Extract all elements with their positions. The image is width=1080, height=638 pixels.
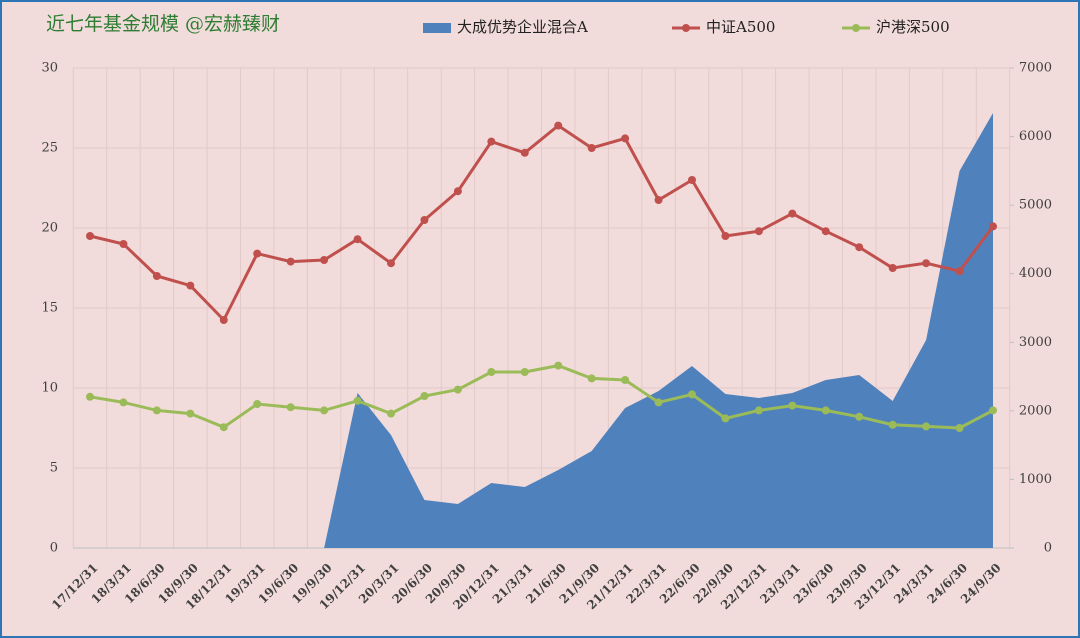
y2-tick-label: 6000 [1019, 129, 1052, 144]
marker [387, 409, 395, 418]
chart-title: 近七年基金规模 @宏赫臻财 [46, 13, 280, 35]
marker [119, 240, 128, 248]
marker [86, 392, 94, 401]
legend-swatch [682, 24, 690, 32]
marker [186, 409, 195, 418]
marker [453, 187, 462, 196]
marker [219, 423, 228, 432]
y2-tick-label: 0 [1044, 541, 1052, 556]
marker [152, 272, 161, 280]
marker [587, 374, 596, 383]
y2-tick-label: 1000 [1019, 472, 1052, 487]
line [89, 364, 994, 430]
marker [320, 406, 329, 415]
marker [888, 420, 897, 429]
marker [654, 398, 663, 407]
y2-tick-label: 4000 [1019, 266, 1052, 281]
legend-label: 大成优势企业混合A [457, 18, 588, 36]
y2-tick-label: 3000 [1019, 335, 1052, 350]
marker [253, 400, 262, 408]
marker [821, 406, 830, 415]
marker [86, 232, 94, 240]
y2-tick-label: 2000 [1019, 403, 1052, 418]
marker [487, 137, 496, 146]
marker [922, 259, 931, 268]
marker [754, 227, 763, 236]
marker [955, 267, 964, 276]
marker [621, 134, 630, 143]
legend-label: 中证A500 [706, 18, 775, 36]
marker [453, 385, 462, 394]
marker [554, 361, 563, 370]
marker [654, 196, 663, 204]
marker [855, 412, 864, 421]
marker [152, 406, 161, 415]
legend-swatch [852, 24, 860, 32]
legend-swatch [423, 23, 451, 33]
marker [186, 281, 195, 290]
y2-tick-label: 7000 [1019, 61, 1052, 76]
y-tick-label: 0 [50, 541, 58, 556]
marker [487, 368, 496, 376]
marker [387, 259, 395, 268]
marker [855, 243, 864, 252]
marker [554, 121, 563, 130]
y2-tick-label: 5000 [1019, 198, 1052, 213]
marker [721, 414, 730, 423]
marker [253, 249, 262, 258]
marker [989, 406, 997, 415]
marker [520, 148, 529, 157]
y-tick-label: 15 [41, 301, 58, 316]
marker [922, 422, 931, 431]
marker [821, 227, 830, 236]
marker [420, 216, 429, 224]
marker [688, 176, 696, 184]
marker [353, 235, 362, 244]
marker [888, 264, 897, 272]
marker [754, 406, 763, 415]
marker [420, 392, 429, 400]
marker [286, 403, 295, 412]
marker [721, 232, 730, 240]
marker [621, 376, 630, 384]
marker [520, 368, 529, 376]
marker [119, 398, 128, 407]
y-tick-label: 5 [50, 461, 58, 476]
marker [989, 222, 997, 231]
marker [955, 424, 964, 432]
y-tick-label: 20 [41, 221, 58, 236]
marker [688, 390, 696, 399]
area [90, 112, 993, 549]
y-tick-label: 25 [41, 141, 58, 156]
marker [219, 316, 228, 324]
line [89, 123, 995, 323]
marker [788, 401, 797, 410]
marker [788, 209, 797, 218]
marker [320, 256, 329, 264]
y-tick-label: 30 [41, 61, 58, 76]
marker [587, 144, 596, 152]
marker [286, 257, 295, 266]
legend-label: 沪港深500 [876, 18, 950, 36]
marker [353, 396, 362, 405]
y-tick-label: 10 [41, 381, 58, 396]
